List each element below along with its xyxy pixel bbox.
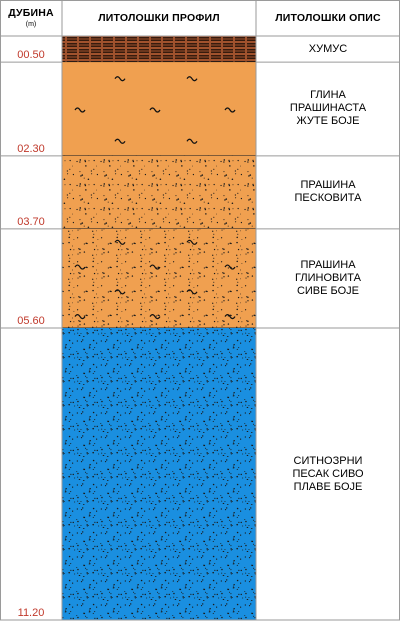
- depth-header: ДУБИНА (m): [0, 1, 62, 34]
- layer-fill-silt-clay: [62, 228, 256, 328]
- layer-fill-silt-sand: [62, 155, 256, 229]
- depth-unit-label: (m): [25, 21, 37, 28]
- clay-symbol: [186, 239, 198, 245]
- layer-fill-clay: [62, 62, 256, 156]
- clay-symbol: [149, 107, 161, 113]
- depth-label: 11.20: [17, 607, 45, 619]
- depth-label: 02.30: [17, 142, 45, 155]
- layer-description: ПРАШИНА ПЕСКОВИТА: [294, 179, 362, 205]
- clay-symbol: [186, 76, 198, 82]
- layer-description: ХУМУС: [308, 42, 348, 55]
- clay-symbol: [114, 138, 126, 144]
- depth-header-label: ДУБИНА: [8, 7, 54, 19]
- clay-symbol: [186, 289, 198, 295]
- description-header-label: ЛИТОЛОШКИ ОПИС: [275, 11, 381, 24]
- clay-symbol: [149, 314, 161, 320]
- clay-symbol: [74, 107, 86, 113]
- layer-fill-humus: [62, 36, 256, 63]
- clay-symbol: [186, 138, 198, 144]
- clay-symbol: [114, 76, 126, 82]
- clay-symbol: [114, 239, 126, 245]
- clay-symbol: [224, 314, 236, 320]
- depth-label: 03.70: [17, 215, 45, 228]
- description-header: ЛИТОЛОШКИ ОПИС: [256, 1, 400, 34]
- clay-symbol: [224, 107, 236, 113]
- layer-description: ГЛИНА ПРАШИНАСТА ЖУТЕ БОЈЕ: [289, 89, 367, 128]
- depth-label: 00.50: [17, 49, 45, 62]
- clay-symbol: [149, 264, 161, 270]
- layer-description: ПРАШИНА ГЛИНОВИТА СИВЕ БОЈЕ: [295, 258, 361, 297]
- layer-fill-sand: [62, 328, 256, 620]
- clay-symbol: [224, 264, 236, 270]
- profile-header-label: ЛИТОЛОШКИ ПРОФИЛ: [98, 11, 220, 24]
- clay-symbol: [114, 289, 126, 295]
- profile-header: ЛИТОЛОШКИ ПРОФИЛ: [62, 1, 256, 34]
- clay-symbol: [74, 314, 86, 320]
- clay-symbol: [74, 264, 86, 270]
- layer-description: СИТНОЗРНИ ПЕСАК СИВО ПЛАВЕ БОЈЕ: [292, 454, 364, 493]
- depth-label: 05.60: [17, 315, 45, 327]
